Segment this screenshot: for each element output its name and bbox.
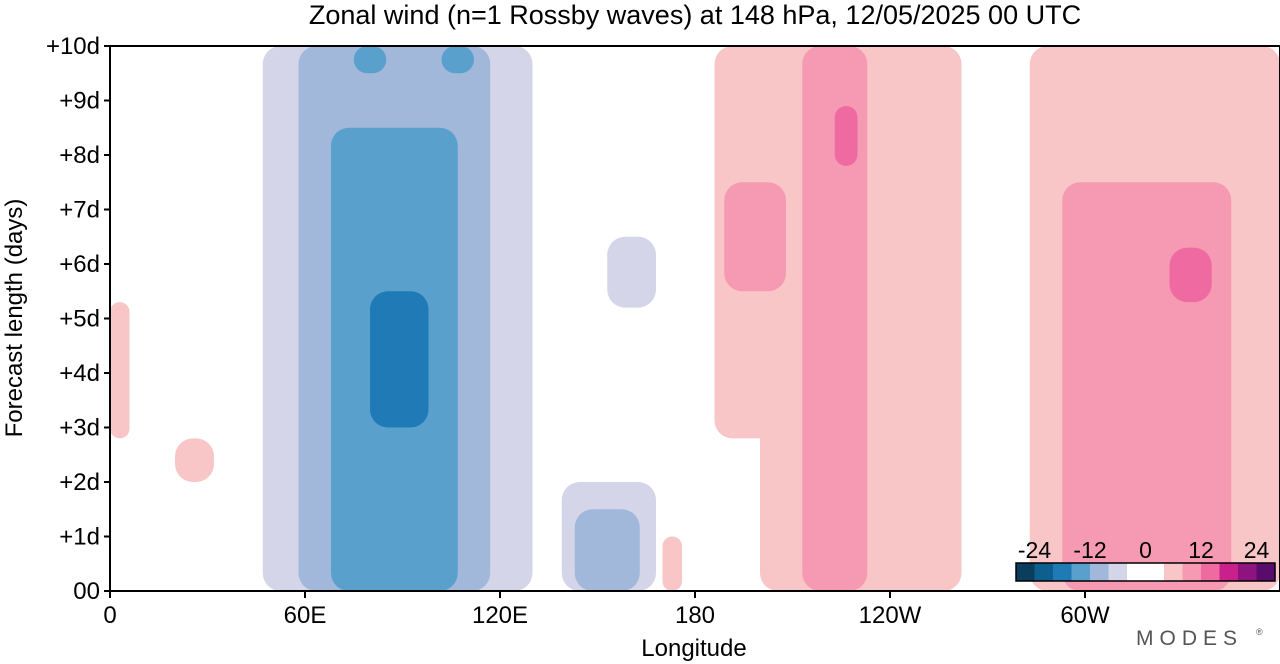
colorbar-swatch-10 <box>1201 563 1220 581</box>
y-axis-ticks: 00 +1d +2d +3d +4d +5d +6d +7d +8d +9d +10d <box>46 33 110 605</box>
contour-fill-layer <box>110 46 1280 591</box>
contour-region-13 <box>834 105 858 166</box>
contour-region-8 <box>607 236 656 308</box>
colorbar-swatch-4 <box>1090 563 1109 581</box>
contour-region-18 <box>175 438 214 482</box>
chart-title: Zonal wind (n=1 Rossby waves) at 148 hPa… <box>309 0 1081 30</box>
y-tick-label-1: +1d <box>59 524 100 551</box>
y-tick-label-2: +2d <box>59 469 100 496</box>
colorbar-swatch-5 <box>1108 563 1128 581</box>
registered-mark-icon: ® <box>1256 627 1263 637</box>
colorbar-label-2: 0 <box>1139 537 1152 563</box>
y-tick-label-5: +5d <box>59 306 100 333</box>
colorbar-swatch-2 <box>1053 563 1072 581</box>
colorbar-label-0: -24 <box>1018 537 1051 563</box>
y-tick-label-7: +7d <box>59 197 100 224</box>
colorbar-swatch-7 <box>1145 563 1165 581</box>
colorbar-swatch-0 <box>1016 563 1035 581</box>
contour-region-11 <box>724 182 786 292</box>
x-tick-label-1: 60E <box>284 602 327 629</box>
colorbar-swatch-1 <box>1034 563 1054 581</box>
contour-region-15 <box>1062 182 1232 591</box>
colorbar-label-3: 12 <box>1188 537 1214 563</box>
x-tick-label-4: 120W <box>859 602 922 629</box>
colorbar-swatch-11 <box>1219 563 1239 581</box>
x-tick-label-2: 120E <box>472 602 528 629</box>
y-tick-label-9: +9d <box>59 88 100 115</box>
contour-region-7 <box>574 509 640 591</box>
colorbar-swatch-13 <box>1256 563 1276 581</box>
contour-region-16 <box>1169 247 1212 303</box>
contour-region-12 <box>802 46 868 591</box>
y-tick-label-10: +10d <box>46 33 100 60</box>
colorbar-label-4: 24 <box>1244 537 1270 563</box>
x-tick-label-5: 60W <box>1060 602 1110 629</box>
colorbar: -24 -12 0 12 24 <box>1015 537 1276 582</box>
contour-region-4 <box>441 46 474 74</box>
y-tick-label-8: +8d <box>59 142 100 169</box>
x-tick-label-0: 0 <box>103 602 116 629</box>
contour-region-5 <box>370 291 429 428</box>
x-axis-ticks: 0 60E 120E 180 120W 60W <box>103 591 1110 629</box>
colorbar-swatch-3 <box>1071 563 1091 581</box>
colorbar-swatch-12 <box>1238 563 1257 581</box>
y-tick-label-4: +4d <box>59 360 100 387</box>
y-axis-label: Forecast length (days) <box>1 199 28 438</box>
colorbar-swatch-6 <box>1127 563 1146 581</box>
colorbar-swatch-8 <box>1164 563 1183 581</box>
x-tick-label-3: 180 <box>675 602 715 629</box>
contour-region-19 <box>662 536 682 591</box>
contour-region-3 <box>353 46 387 74</box>
modes-logo: MODES <box>1136 627 1243 650</box>
y-tick-label-0: 00 <box>73 578 100 605</box>
colorbar-frame <box>1015 562 1276 582</box>
contour-region-17 <box>110 302 130 439</box>
y-tick-label-3: +3d <box>59 415 100 442</box>
y-tick-label-6: +6d <box>59 251 100 278</box>
x-axis-label: Longitude <box>641 635 746 662</box>
plot-area: 00 +1d +2d +3d +4d +5d +6d +7d +8d +9d +10d 0 60E 12… <box>46 33 1280 629</box>
colorbar-label-1: -12 <box>1073 537 1106 563</box>
colorbar-swatch-9 <box>1182 563 1202 581</box>
